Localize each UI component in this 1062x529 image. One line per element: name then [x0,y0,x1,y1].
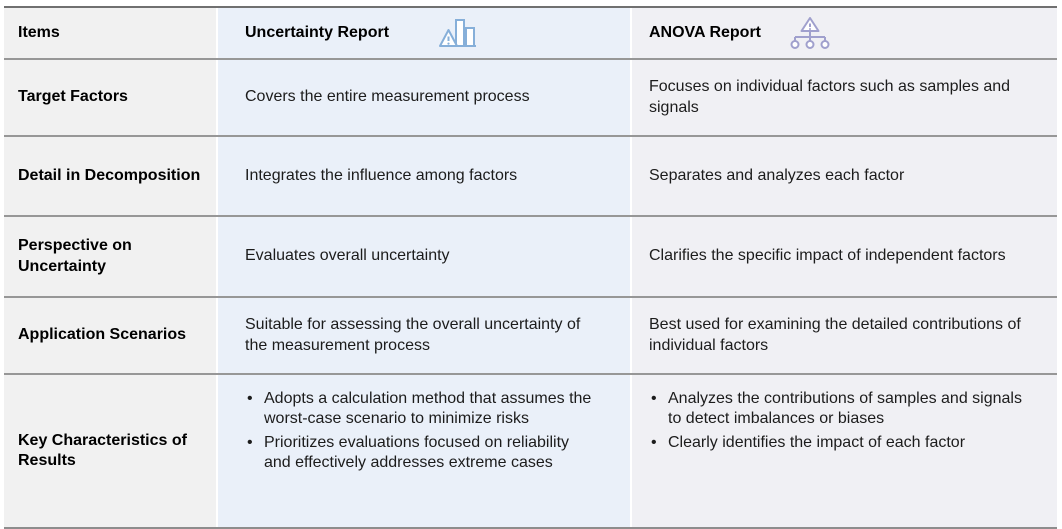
anova-text: Focuses on individual factors such as sa… [649,78,1011,116]
row-label: Key Characteristics of Results [18,431,187,469]
row-label: Perspective on Uncertainty [18,237,132,275]
uncertainty-text: Suitable for assessing the overall uncer… [245,316,581,354]
header-uncertainty-report: Uncertainty Report [218,8,632,58]
uncertainty-text: Evaluates overall uncertainty [245,247,450,265]
row-label-cell: Detail in Decomposition [4,137,218,215]
row-label: Application Scenarios [18,326,187,344]
bullet-item: Prioritizes evaluations focused on relia… [245,433,596,474]
bullet-item: Analyzes the contributions of samples an… [649,389,1033,430]
header-anova-report: ANOVA Report [632,8,1057,58]
uncertainty-cell: Integrates the influence among factors [218,137,632,215]
bullet-item: Clearly identifies the impact of each fa… [649,433,1033,454]
row-label-cell: Perspective on Uncertainty [4,217,218,296]
uncertainty-cell: Suitable for assessing the overall uncer… [218,298,632,373]
uncertainty-cell: Covers the entire measurement process [218,60,632,135]
anova-cell: Focuses on individual factors such as sa… [632,60,1057,135]
anova-bullet-list: Analyzes the contributions of samples an… [649,389,1033,456]
bar-chart-warning-icon [439,17,477,49]
table-row-detail-in-decomposition: Detail in Decomposition Integrates the i… [4,135,1057,215]
header-anova-label: ANOVA Report [649,23,761,41]
anova-cell: Separates and analyzes each factor [632,137,1057,215]
row-label-cell: Target Factors [4,60,218,135]
uncertainty-text: Covers the entire measurement process [245,88,530,106]
table-row-target-factors: Target Factors Covers the entire measure… [4,58,1057,135]
anova-cell: Analyzes the contributions of samples an… [632,375,1057,527]
anova-cell: Clarifies the specific impact of indepen… [632,217,1057,296]
uncertainty-bullet-list: Adopts a calculation method that assumes… [245,389,596,477]
anova-text: Separates and analyzes each factor [649,166,905,184]
table-row-application-scenarios: Application Scenarios Suitable for asses… [4,296,1057,373]
row-label: Target Factors [18,88,128,106]
bullet-item: Adopts a calculation method that assumes… [245,389,596,430]
hierarchy-warning-icon [789,16,831,50]
comparison-table-page: Items Uncertainty Report ANOVA Report [0,0,1062,517]
table-header-row: Items Uncertainty Report ANOVA Report [4,8,1057,58]
uncertainty-cell: Evaluates overall uncertainty [218,217,632,296]
row-label: Detail in Decomposition [18,166,201,184]
header-items: Items [4,8,218,58]
header-uncertainty-label: Uncertainty Report [245,23,390,41]
anova-cell: Best used for examining the detailed con… [632,298,1057,373]
table-row-key-characteristics: Key Characteristics of Results Adopts a … [4,373,1057,527]
uncertainty-cell: Adopts a calculation method that assumes… [218,375,632,527]
table-row-perspective-on-uncertainty: Perspective on Uncertainty Evaluates ove… [4,215,1057,296]
row-label-cell: Key Characteristics of Results [4,375,218,527]
anova-text: Clarifies the specific impact of indepen… [649,247,1006,265]
uncertainty-text: Integrates the influence among factors [245,166,518,184]
header-items-label: Items [18,23,60,41]
anova-text: Best used for examining the detailed con… [649,316,1021,354]
comparison-table: Items Uncertainty Report ANOVA Report [4,6,1057,529]
row-label-cell: Application Scenarios [4,298,218,373]
